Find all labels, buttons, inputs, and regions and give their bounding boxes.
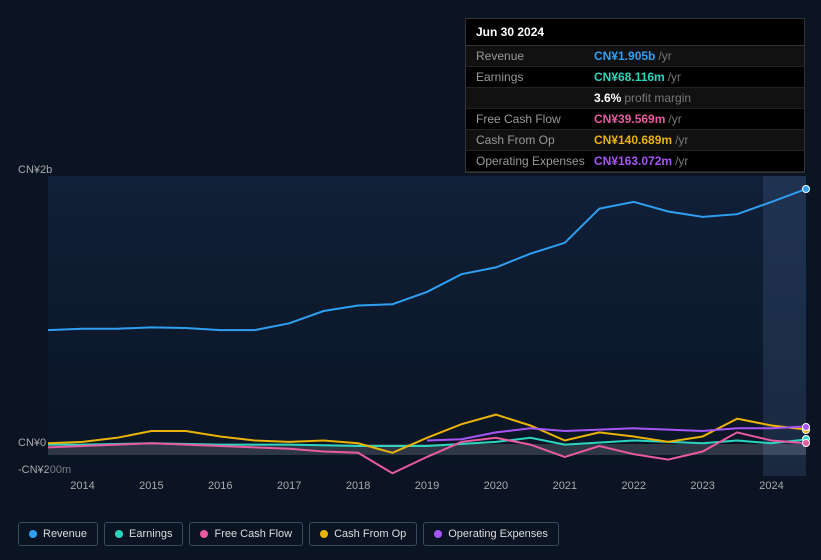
y-axis-label: CN¥0	[18, 437, 46, 449]
series-end-marker	[802, 185, 810, 193]
legend-dot-icon	[320, 530, 328, 538]
legend-dot-icon	[200, 530, 208, 538]
plot-area[interactable]	[48, 176, 806, 476]
y-axis-label: CN¥2b	[18, 164, 52, 176]
x-axis-tick: 2021	[553, 480, 577, 492]
series-end-marker	[802, 423, 810, 431]
tooltip-value: CN¥140.689m	[594, 133, 672, 147]
tooltip-row: RevenueCN¥1.905b/yr	[466, 46, 804, 67]
legend-label: Operating Expenses	[448, 528, 548, 540]
legend-label: Cash From Op	[334, 528, 406, 540]
legend-dot-icon	[29, 530, 37, 538]
chart-legend: Revenue Earnings Free Cash Flow Cash From O…	[18, 522, 559, 546]
tooltip-value: CN¥68.116m	[594, 70, 665, 84]
tooltip-row: EarningsCN¥68.116m/yr	[466, 67, 804, 88]
tooltip-suffix: /yr	[668, 70, 681, 84]
tooltip-row: Free Cash FlowCN¥39.569m/yr	[466, 109, 804, 130]
legend-label: Free Cash Flow	[214, 528, 292, 540]
x-axis-tick: 2022	[621, 480, 645, 492]
tooltip-row: 3.6%profit margin	[466, 88, 804, 109]
tooltip-suffix: /yr	[658, 49, 671, 63]
legend-item[interactable]: Cash From Op	[309, 522, 417, 546]
legend-label: Revenue	[43, 528, 87, 540]
legend-dot-icon	[115, 530, 123, 538]
x-axis-tick: 2015	[139, 480, 163, 492]
series-end-marker	[802, 439, 810, 447]
tooltip-label	[476, 91, 594, 105]
data-tooltip: Jun 30 2024 RevenueCN¥1.905b/yrEarningsC…	[465, 18, 805, 173]
x-axis-tick: 2020	[484, 480, 508, 492]
legend-label: Earnings	[129, 528, 172, 540]
x-axis-tick: 2017	[277, 480, 301, 492]
x-axis-tick: 2024	[759, 480, 783, 492]
financials-chart: CN¥2bCN¥0-CN¥200m 2014201520162017201820…	[18, 160, 806, 490]
series-line	[48, 415, 806, 453]
x-axis-tick: 2018	[346, 480, 370, 492]
tooltip-value: 3.6%	[594, 91, 621, 105]
x-axis-tick: 2023	[690, 480, 714, 492]
x-axis-tick: 2016	[208, 480, 232, 492]
x-axis-tick: 2014	[70, 480, 94, 492]
tooltip-date: Jun 30 2024	[466, 19, 804, 46]
legend-item[interactable]: Free Cash Flow	[189, 522, 303, 546]
tooltip-suffix: profit margin	[624, 91, 691, 105]
tooltip-label: Revenue	[476, 49, 594, 63]
x-axis-tick: 2019	[415, 480, 439, 492]
tooltip-label: Cash From Op	[476, 133, 594, 147]
tooltip-label: Earnings	[476, 70, 594, 84]
legend-dot-icon	[434, 530, 442, 538]
tooltip-label: Free Cash Flow	[476, 112, 594, 126]
tooltip-row: Cash From OpCN¥140.689m/yr	[466, 130, 804, 151]
chart-lines	[48, 176, 806, 476]
series-line	[48, 189, 806, 330]
tooltip-suffix: /yr	[675, 133, 688, 147]
tooltip-value: CN¥1.905b	[594, 49, 655, 63]
tooltip-value: CN¥39.569m	[594, 112, 665, 126]
legend-item[interactable]: Revenue	[18, 522, 98, 546]
tooltip-suffix: /yr	[668, 112, 681, 126]
legend-item[interactable]: Operating Expenses	[423, 522, 559, 546]
legend-item[interactable]: Earnings	[104, 522, 183, 546]
